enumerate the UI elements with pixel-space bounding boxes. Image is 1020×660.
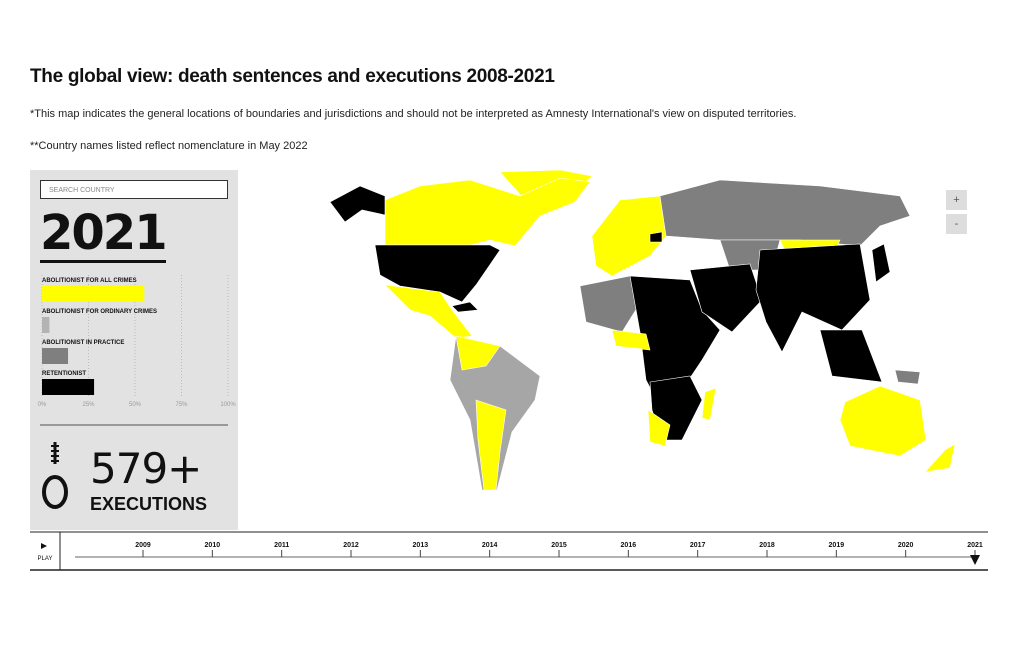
- year-label[interactable]: 2018: [759, 542, 775, 549]
- category-label: ABOLITIONIST FOR ALL CRIMES: [42, 278, 137, 284]
- page-title: The global view: death sentences and exe…: [30, 66, 555, 87]
- world-map[interactable]: [280, 165, 980, 505]
- timeline: PLAY 2009 2010 2011 2012 2013 2014 2015 2016 201…: [30, 531, 988, 571]
- play-button[interactable]: PLAY: [38, 556, 53, 562]
- bar: [42, 379, 95, 395]
- execution-label: EXECUTIONS: [90, 494, 208, 514]
- year-label[interactable]: 2012: [343, 542, 359, 549]
- year-label[interactable]: 2011: [274, 542, 289, 549]
- x-tick-label: 100%: [220, 402, 236, 408]
- play-icon[interactable]: [41, 543, 47, 549]
- year-label[interactable]: 2020: [898, 542, 914, 549]
- bar: [42, 348, 69, 364]
- year-label[interactable]: 2010: [205, 542, 221, 549]
- year-label[interactable]: 2013: [413, 542, 429, 549]
- selected-year: 2021: [40, 205, 168, 263]
- status-chart: 0% 25% 50% 75% 100% ABOLITIONIST FOR ALL CRIM…: [38, 275, 236, 408]
- noose-icon: [42, 442, 68, 509]
- side-panel: SEARCH COUNTRY 2021 0% 25% 50% 75% 100% ABOLI…: [30, 170, 238, 530]
- year-label[interactable]: 2014: [482, 542, 498, 549]
- year-label[interactable]: 2009: [135, 542, 151, 549]
- category-label: ABOLITIONIST FOR ORDINARY CRIMES: [42, 309, 157, 315]
- year-label[interactable]: 2015: [551, 542, 567, 549]
- x-tick-label: 50%: [129, 402, 142, 408]
- x-tick-label: 25%: [82, 402, 95, 408]
- zoom-out-button[interactable]: -: [946, 214, 967, 234]
- year-label[interactable]: 2019: [829, 542, 845, 549]
- year-label[interactable]: 2017: [690, 542, 706, 549]
- year-marker: [970, 555, 980, 565]
- separator: [40, 424, 228, 426]
- x-tick-label: 75%: [175, 402, 188, 408]
- year-label[interactable]: 2021: [967, 542, 983, 549]
- execution-count: 579+: [90, 444, 202, 493]
- x-tick-label: 0%: [38, 402, 47, 408]
- zoom-in-button[interactable]: +: [946, 190, 967, 210]
- names-note: **Country names listed reflect nomenclat…: [30, 140, 308, 152]
- bar: [42, 317, 50, 333]
- category-label: ABOLITIONIST IN PRACTICE: [42, 340, 124, 346]
- category-label: RETENTIONIST: [42, 371, 86, 377]
- map-note: *This map indicates the general location…: [30, 108, 797, 120]
- search-country-input[interactable]: SEARCH COUNTRY: [40, 180, 228, 199]
- year-label[interactable]: 2016: [621, 542, 637, 549]
- bar: [42, 286, 145, 302]
